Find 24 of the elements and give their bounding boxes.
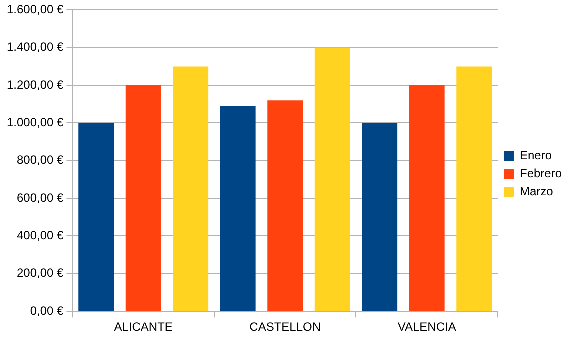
legend-label: Marzo [520, 184, 554, 198]
y-tick-label: 0,00 € [30, 304, 64, 318]
bar [78, 123, 114, 312]
y-tick-label: 1.200,00 € [7, 78, 64, 92]
y-tick-label: 200,00 € [17, 266, 64, 280]
bar [268, 100, 304, 312]
legend-label: Febrero [520, 166, 562, 180]
bar [456, 66, 492, 312]
bar [409, 86, 445, 312]
bar [126, 86, 162, 312]
y-tick-label: 400,00 € [17, 228, 64, 243]
x-tick-label: VALENCIA [398, 320, 456, 334]
y-tick-label: 600,00 € [17, 190, 64, 205]
legend-label: Enero [520, 148, 552, 162]
y-tick-label: 1.400,00 € [7, 40, 64, 54]
y-tick-label: 1.000,00 € [7, 116, 64, 130]
bar [173, 66, 209, 312]
x-tick-label: CASTELLON [250, 320, 322, 334]
bar [220, 106, 256, 312]
x-tick-label: ALICANTE [114, 320, 173, 334]
bar [362, 123, 398, 312]
bar [314, 48, 350, 312]
y-tick-label: 1.600,00 € [7, 2, 64, 17]
y-tick-label: 800,00 € [17, 153, 64, 168]
